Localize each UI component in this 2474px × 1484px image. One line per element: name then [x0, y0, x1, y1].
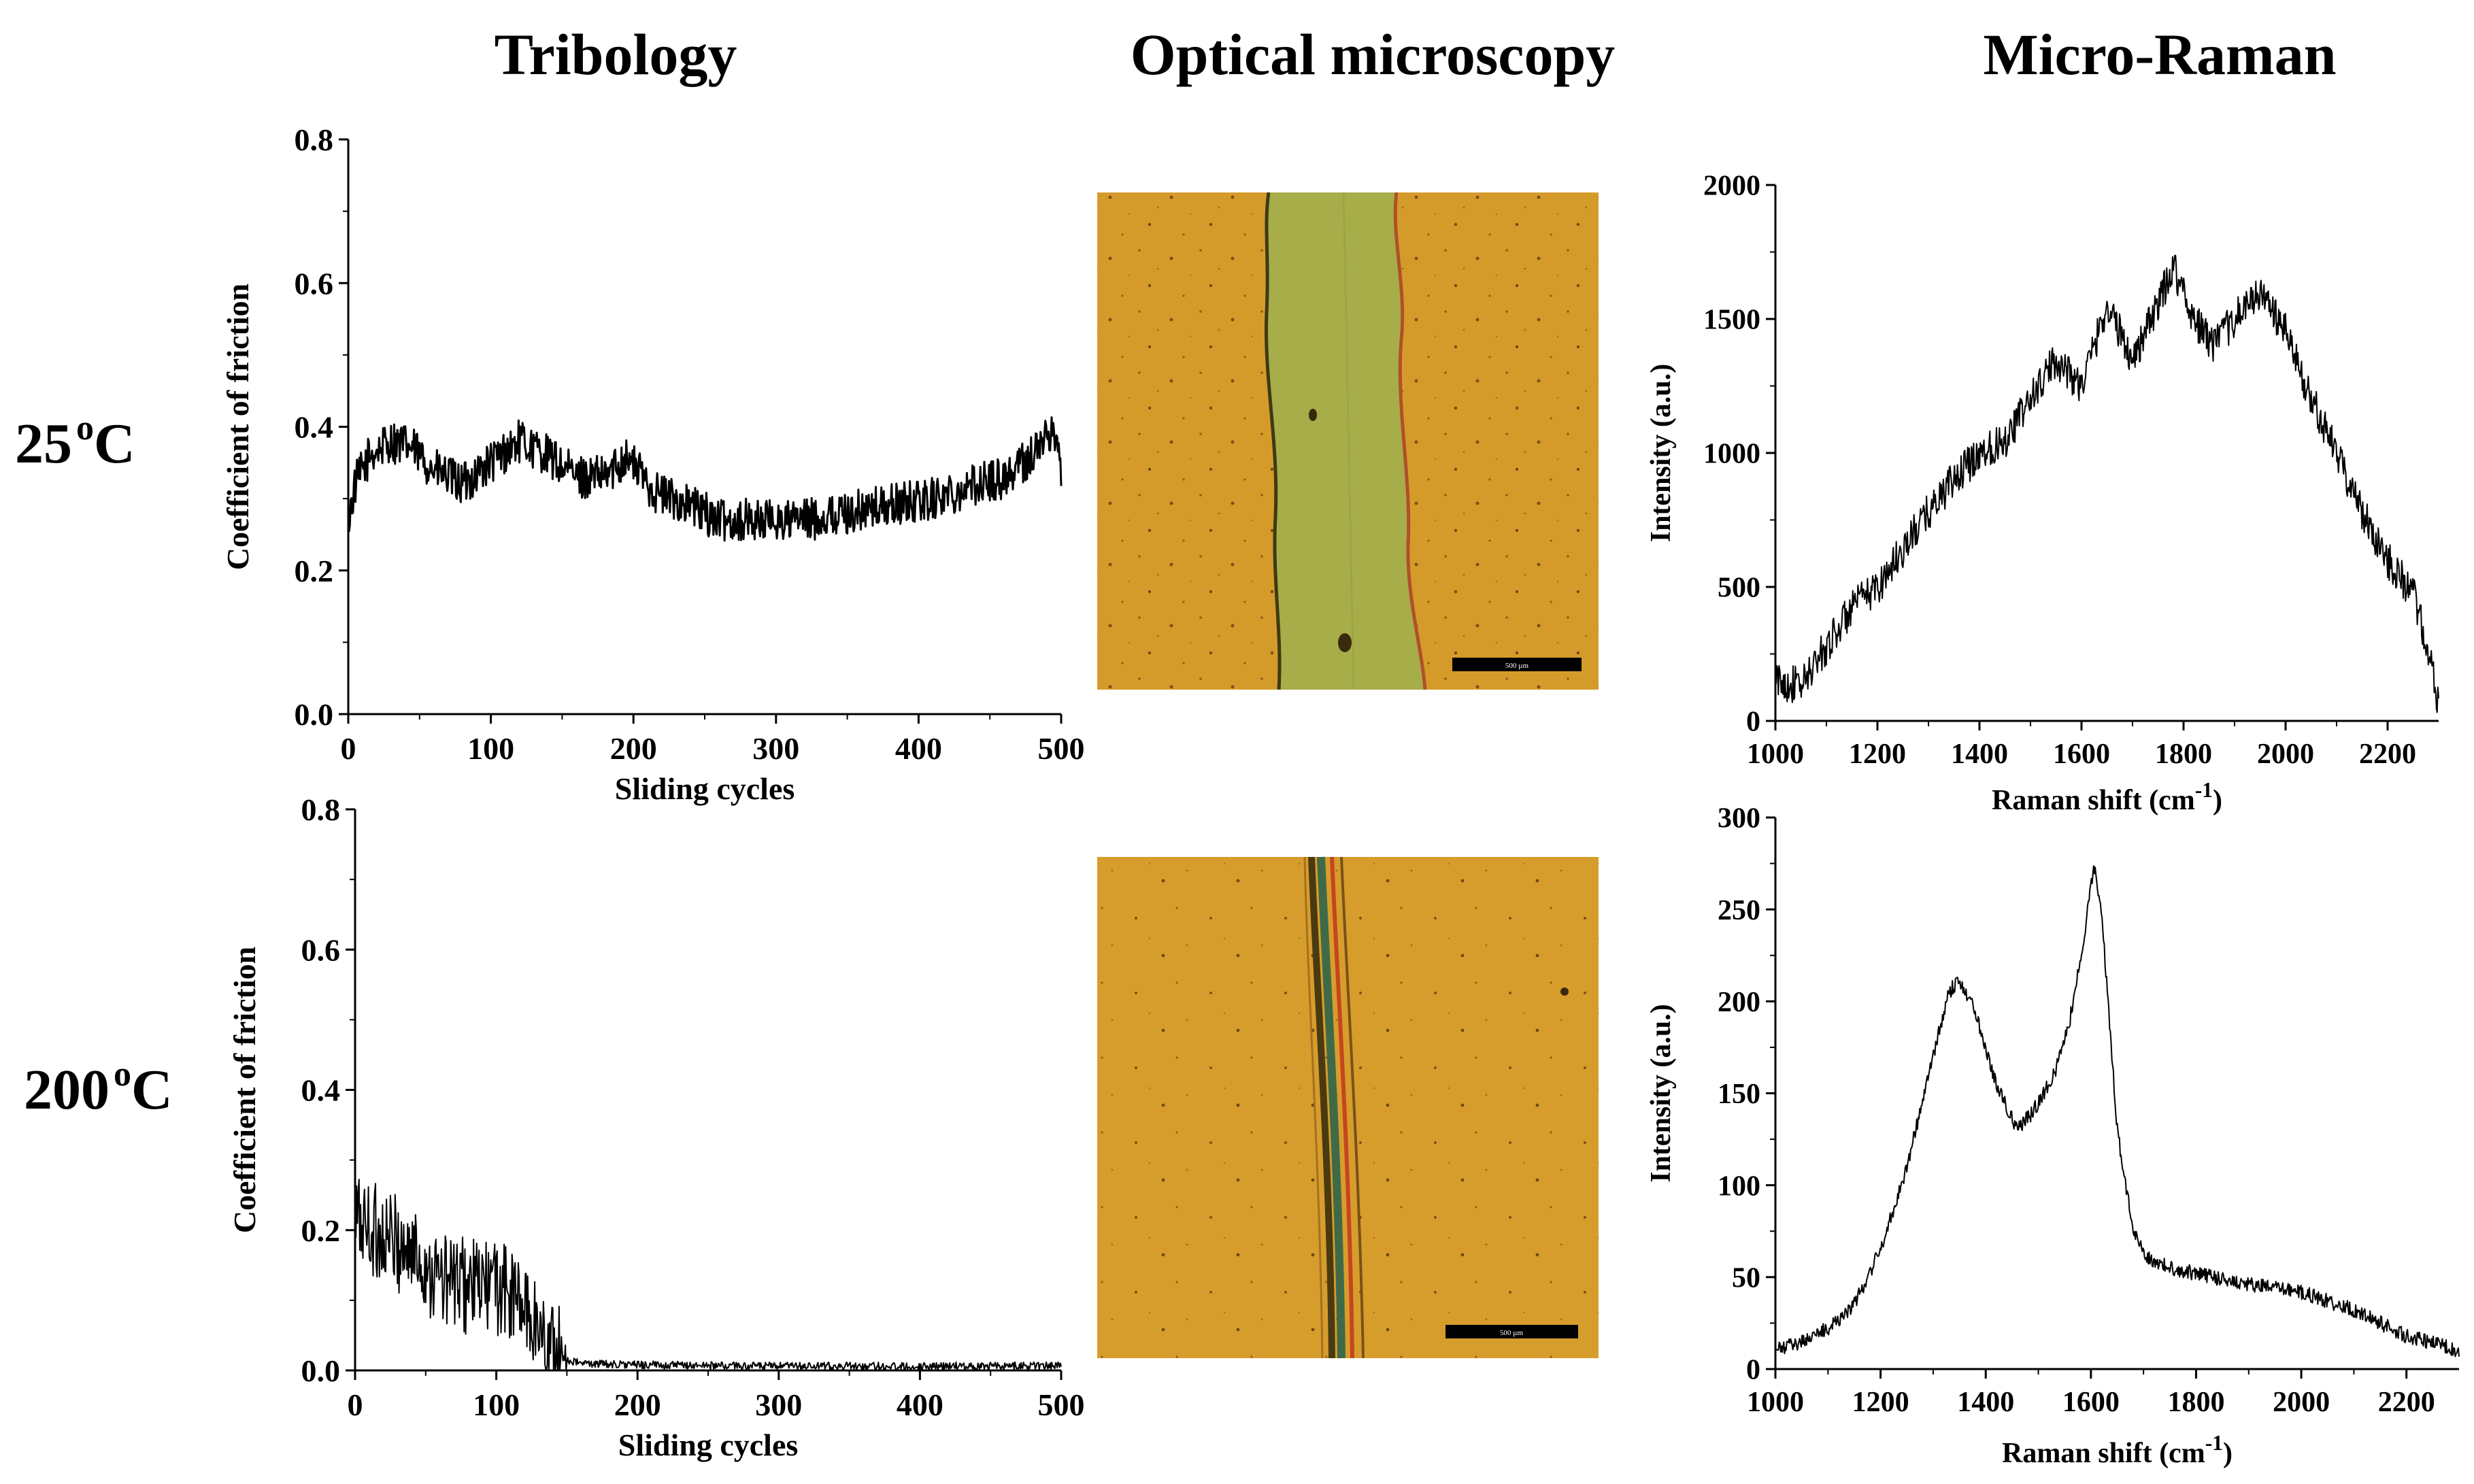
- row-label-unit: C: [94, 412, 135, 475]
- x-tick-label: 1000: [1747, 739, 1804, 770]
- y-tick-label: 0: [1746, 1355, 1760, 1386]
- x-tick-label: 1600: [2053, 739, 2110, 770]
- x-tick-label: 2200: [2378, 1387, 2435, 1418]
- x-axis-label-main: Raman shift (cm: [2002, 1438, 2205, 1469]
- x-tick-label: 0: [341, 731, 356, 766]
- y-tick-label: 500: [1718, 573, 1760, 604]
- x-tick-label: 400: [897, 1387, 943, 1422]
- y-tick-label: 0.0: [301, 1353, 341, 1388]
- y-tick-label: 50: [1732, 1263, 1760, 1294]
- column-title-micro-raman: Micro-Raman: [1983, 22, 2337, 87]
- x-tick-label: 100: [473, 1387, 520, 1422]
- x-tick-label: 2000: [2273, 1387, 2330, 1418]
- y-tick-label: 0.6: [301, 932, 341, 967]
- row-label-value: 25: [15, 412, 72, 475]
- column-title-optical-microscopy: Optical microscopy: [1130, 22, 1616, 87]
- y-tick-label: 0.8: [301, 792, 341, 827]
- chart-cof-200C: 0 100 200 300 400 500 0.0 0.2 0.4 0.6 0.8 Sliding c…: [227, 792, 1085, 1462]
- x-axis-label: Sliding cycles: [618, 1428, 799, 1462]
- y-axis-label: Intensity (a.u.): [1645, 364, 1677, 543]
- x-tick-label: 500: [1038, 731, 1085, 766]
- series-line: [354, 1179, 1062, 1371]
- x-tick-label: 1000: [1747, 1387, 1804, 1418]
- y-tick-label: 1500: [1703, 305, 1760, 336]
- x-tick-label: 1400: [1951, 739, 2008, 770]
- x-tick-label: 1200: [1852, 1387, 1909, 1418]
- chart-cof-25C: 0 100 200 300 400 500 0.0 0.2 0.4 0.6 0.8 Sliding c…: [220, 122, 1085, 806]
- chart-raman-200C: 1000 1200 1400 1600 1800 2000 2200 0 50 100 150 200…: [1645, 803, 2460, 1469]
- y-tick-label: 0.2: [301, 1213, 341, 1248]
- x-tick-label: 1800: [2155, 739, 2212, 770]
- series-line: [1775, 254, 2439, 713]
- x-tick-label: 400: [895, 731, 942, 766]
- x-tick-label: 1200: [1849, 739, 1906, 770]
- x-tick-label: 2000: [2257, 739, 2314, 770]
- row-label-unit: C: [131, 1058, 173, 1122]
- x-axis-label-sup: -1: [2205, 1431, 2223, 1455]
- x-axis-label-main: Sliding cycles: [618, 1428, 799, 1462]
- y-tick-label: 0.4: [301, 1073, 341, 1108]
- x-tick-label: 200: [614, 1387, 661, 1422]
- x-tick-label: 100: [467, 731, 514, 766]
- y-tick-label: 0.8: [295, 122, 334, 157]
- x-axis-label: Sliding cycles: [615, 771, 795, 806]
- x-axis-label: Raman shift (cm-1): [1992, 778, 2222, 816]
- y-axis-label: Coefficient of friction: [220, 284, 255, 571]
- x-axis-label-main: Sliding cycles: [615, 771, 795, 806]
- x-tick-label: 0: [348, 1387, 363, 1422]
- y-tick-label: 250: [1718, 895, 1760, 926]
- x-axis-label-main: Raman shift (cm: [1992, 785, 2195, 816]
- row-label-degree-sup: o: [114, 1055, 131, 1094]
- y-tick-label: 150: [1718, 1079, 1760, 1110]
- y-tick-label: 0.4: [295, 410, 334, 445]
- y-tick-label: 0: [1746, 707, 1760, 738]
- y-tick-label: 0.0: [295, 697, 334, 732]
- x-axis-label-end: ): [2213, 785, 2222, 816]
- row-label-degree-sup: o: [76, 409, 94, 448]
- x-axis-label-sup: -1: [2195, 778, 2213, 802]
- y-tick-label: 300: [1718, 803, 1760, 834]
- x-axis-label-end: ): [2223, 1438, 2233, 1469]
- x-axis-label: Raman shift (cm-1): [2002, 1431, 2233, 1469]
- series-line: [1775, 865, 2460, 1357]
- x-tick-label: 2200: [2359, 739, 2416, 770]
- x-tick-label: 300: [755, 1387, 802, 1422]
- x-tick-label: 500: [1038, 1387, 1085, 1422]
- y-tick-label: 200: [1718, 987, 1760, 1018]
- y-axis-label: Intensity (a.u.): [1645, 1004, 1677, 1183]
- y-tick-label: 0.6: [295, 266, 334, 301]
- x-tick-label: 1800: [2167, 1387, 2224, 1418]
- x-tick-label: 200: [610, 731, 657, 766]
- y-tick-label: 100: [1718, 1170, 1760, 1202]
- chart-raman-25C: 1000 1200 1400 1600 1800 2000 2200 0 500 1000 1500…: [1645, 171, 2439, 816]
- y-axis-label: Coefficient of friction: [227, 947, 262, 1234]
- x-tick-label: 300: [752, 731, 799, 766]
- x-tick-label: 1400: [1957, 1387, 2014, 1418]
- x-tick-label: 1600: [2062, 1387, 2120, 1418]
- row-label-value: 200: [24, 1058, 110, 1122]
- series-line: [347, 416, 1063, 542]
- y-tick-label: 0.2: [295, 554, 334, 588]
- row-label-200c: 200 oC: [24, 1054, 173, 1123]
- y-tick-label: 1000: [1703, 439, 1760, 470]
- y-tick-label: 2000: [1703, 171, 1760, 202]
- column-title-tribology: Tribology: [494, 22, 737, 87]
- row-label-25c: 25 oC: [15, 408, 135, 477]
